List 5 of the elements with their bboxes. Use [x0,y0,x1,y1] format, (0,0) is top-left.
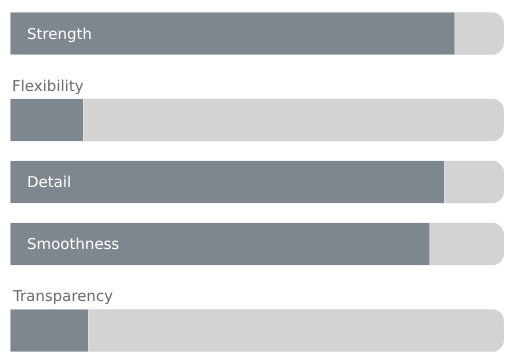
y-tick-label: Flexibility [12,77,84,95]
y-tick-label: Strength [27,25,92,43]
y-tick-label: Transparency [12,287,114,305]
y-tick-label: Smoothness [27,235,120,253]
y-tick-label: Detail [27,173,72,191]
